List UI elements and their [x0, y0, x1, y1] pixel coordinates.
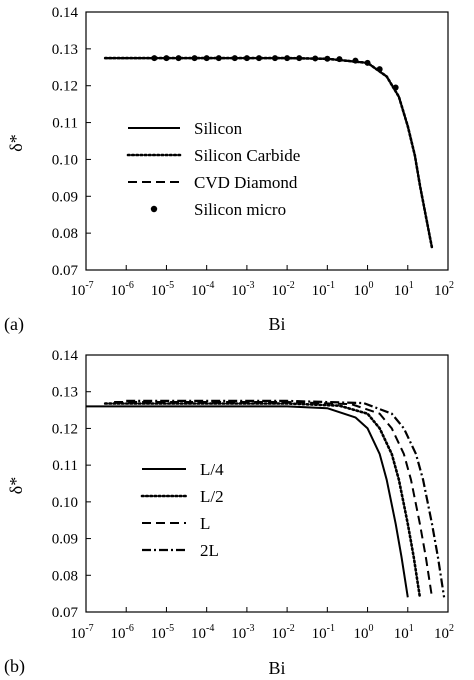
panel-label: (a) [4, 314, 24, 335]
x-tick-label: 10-5 [151, 623, 174, 642]
data-point [324, 55, 331, 62]
data-point [392, 84, 399, 91]
data-point [284, 55, 291, 62]
x-tick-label: 100 [354, 280, 374, 299]
data-point [296, 55, 303, 62]
data-point [336, 56, 343, 63]
legend-label: 2L [200, 541, 219, 560]
data-point [191, 55, 198, 62]
data-point [231, 55, 238, 62]
y-tick-label: 0.12 [52, 79, 78, 95]
panel-label: (b) [4, 656, 25, 677]
x-axis-label: Bi [268, 314, 285, 334]
data-point [175, 55, 182, 62]
y-tick-label: 0.14 [52, 348, 79, 364]
data-point [376, 66, 383, 73]
x-tick-label: 10-5 [151, 280, 174, 299]
y-tick-label: 0.11 [52, 458, 78, 474]
y-tick-label: 0.07 [52, 263, 79, 279]
x-tick-label: 10-1 [312, 280, 335, 299]
y-axis-label: δ* [6, 477, 26, 494]
x-tick-label: 10-6 [111, 623, 134, 642]
x-axis-label: Bi [268, 658, 285, 678]
x-tick-label: 10-4 [191, 280, 214, 299]
x-tick-label: 10-2 [271, 280, 294, 299]
y-tick-label: 0.12 [52, 421, 78, 437]
y-tick-label: 0.10 [52, 495, 78, 511]
legend-label: L [200, 514, 210, 533]
x-tick-label: 10-6 [111, 280, 134, 299]
panel-a: 0.07 0.08 0.09 0.10 0.11 0.12 0.13 0.14 10-7 10-6… [4, 5, 454, 335]
data-point [151, 55, 158, 62]
data-point [203, 55, 210, 62]
y-tick-label: 0.14 [52, 5, 79, 21]
series-line [114, 401, 433, 598]
x-tick-label: 10-2 [271, 623, 294, 642]
x-tick-label: 10-3 [231, 280, 254, 299]
x-tick-label: 10-3 [231, 623, 254, 642]
x-tick-label: 102 [434, 623, 454, 642]
x-tick-label: 10-7 [70, 623, 93, 642]
y-tick-label: 0.08 [52, 568, 78, 584]
x-tick-label: 101 [394, 280, 414, 299]
x-tick-label: 10-4 [191, 623, 214, 642]
y-tick-label: 0.11 [52, 116, 78, 132]
panel-b: 0.07 0.08 0.09 0.10 0.11 0.12 0.13 0.14 10-7 10-6… [4, 348, 454, 678]
legend-marker [150, 205, 158, 213]
y-tick-label: 0.13 [52, 42, 78, 58]
plot-frame [85, 354, 449, 613]
data-point [352, 57, 359, 64]
data-point [312, 55, 319, 62]
legend-label: L/2 [200, 487, 224, 506]
y-tick-label: 0.10 [52, 152, 78, 168]
y-tick-label: 0.09 [52, 532, 78, 548]
y-tick-label: 0.13 [52, 385, 78, 401]
series-line [103, 402, 422, 599]
y-tick-label: 0.07 [52, 605, 79, 621]
x-tick-label: 101 [394, 623, 414, 642]
y-tick-label: 0.09 [52, 189, 78, 205]
series-line [86, 405, 409, 598]
series-line [126, 399, 446, 598]
data-point [272, 55, 279, 62]
legend-label: CVD Diamond [194, 173, 298, 192]
data-point [364, 59, 371, 66]
legend-label: Silicon [194, 119, 243, 138]
y-axis-label: δ* [6, 134, 26, 151]
y-tick-label: 0.08 [52, 226, 78, 242]
x-tick-label: 102 [434, 280, 454, 299]
data-point [163, 55, 170, 62]
data-point [243, 55, 250, 62]
plot-frame [85, 11, 449, 271]
legend-label: Silicon Carbide [194, 146, 300, 165]
data-point [215, 55, 222, 62]
x-tick-label: 100 [354, 623, 374, 642]
x-tick-label: 10-1 [312, 623, 335, 642]
legend-label: L/4 [200, 460, 224, 479]
legend-label: Silicon micro [194, 200, 286, 219]
x-tick-label: 10-7 [70, 280, 93, 299]
data-point [255, 55, 262, 62]
